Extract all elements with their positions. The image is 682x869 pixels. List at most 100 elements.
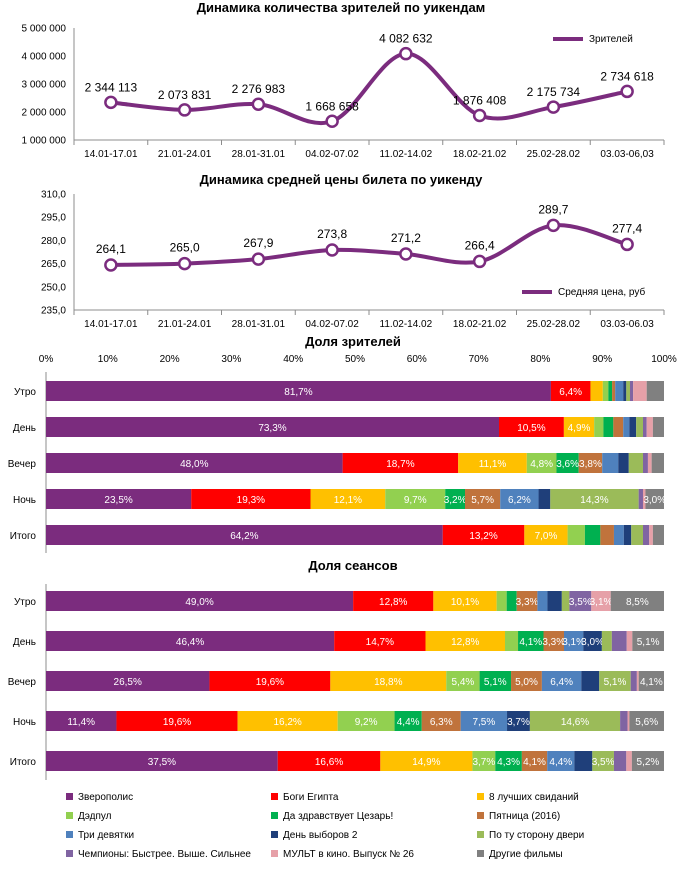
viewers-share-segment-label: 9,7% xyxy=(404,495,427,506)
sessions-share-segment xyxy=(636,671,639,691)
sessions-share-segment xyxy=(521,751,548,771)
sessions-share-segment-label: 4,4% xyxy=(549,757,572,768)
viewers-share-segment-label: 73,3% xyxy=(258,423,286,434)
price-title: Динамика средней цены билета по уикенду xyxy=(200,172,483,187)
price-point xyxy=(620,237,634,252)
sessions-share-segment xyxy=(209,671,331,691)
legend-swatch xyxy=(477,831,484,838)
viewers-share-segment xyxy=(612,381,616,401)
viewers-share-segment-label: 13,2% xyxy=(469,531,497,542)
price-xtick: 21.01-24.01 xyxy=(158,319,212,330)
viewers-share-segment xyxy=(567,525,585,545)
legend-label: Да здравствует Цезарь! xyxy=(283,811,393,822)
viewers-share-segment xyxy=(652,417,664,437)
sessions-share-segment-label: 10,1% xyxy=(451,597,479,608)
viewers-share-segment xyxy=(642,453,648,473)
viewers-share-segment-label: 14,3% xyxy=(580,495,608,506)
sessions-share-segment-label: 6,3% xyxy=(430,717,453,728)
sessions-share-segment xyxy=(626,751,632,771)
sessions-share-segment xyxy=(277,751,381,771)
viewers-share-segment xyxy=(500,489,539,509)
viewers-share-segment-label: 48,0% xyxy=(180,459,208,470)
price-ytick: 295,0 xyxy=(41,213,66,224)
viewers-share-segment-label: 23,5% xyxy=(104,495,132,506)
sessions-share-row-label: Итого xyxy=(10,757,37,768)
viewers-share-xtick: 100% xyxy=(651,354,677,365)
legend-swatch xyxy=(477,793,484,800)
viewers-value-label: 1 668 658 xyxy=(305,99,359,113)
sessions-share-segment-label: 37,5% xyxy=(148,757,176,768)
viewers-share-xtick: 30% xyxy=(221,354,241,365)
legend-label: МУЛЬТ в кино. Выпуск № 26 xyxy=(283,849,414,860)
sessions-share-segment-label: 11,4% xyxy=(67,717,95,728)
viewers-share-xtick: 20% xyxy=(160,354,180,365)
price-xtick: 11.02-14.02 xyxy=(380,319,433,330)
legend-label: Три девятки xyxy=(78,830,134,841)
price-value-label: 273,8 xyxy=(317,227,347,241)
sessions-share-segment-label: 7,5% xyxy=(472,717,495,728)
sessions-share-segment xyxy=(116,711,238,731)
viewers-share-segment-label: 4,8% xyxy=(530,459,553,470)
sessions-share-segment-label: 4,4% xyxy=(397,717,420,728)
viewers-share-segment xyxy=(526,453,557,473)
sessions-share-segment xyxy=(380,751,473,771)
viewers-share-segment-label: 3,6% xyxy=(556,459,579,470)
viewers-ytick: 3 000 000 xyxy=(22,80,67,91)
sessions-share-row-label: Вечер xyxy=(8,677,37,688)
sessions-share-segment-label: 4,3% xyxy=(497,757,520,768)
sessions-share-segment xyxy=(630,671,637,691)
viewers-share-segment xyxy=(638,489,643,509)
viewers-share-segment xyxy=(578,453,603,473)
viewers-share-segment xyxy=(46,489,192,509)
sessions-share-segment xyxy=(583,631,602,651)
viewers-value-label: 2 175 734 xyxy=(527,85,581,99)
viewers-share-segment xyxy=(631,525,643,545)
viewers-share-segment-label: 3,8% xyxy=(579,459,602,470)
viewers-point xyxy=(177,103,192,117)
price-value-label: 265,0 xyxy=(170,241,200,255)
sessions-share-segment-label: 12,8% xyxy=(451,637,479,648)
sessions-share-segment-label: 5,2% xyxy=(637,757,660,768)
viewers-xtick: 03.03-06,03 xyxy=(600,149,654,160)
viewers-share-segment xyxy=(630,381,634,401)
price-series-line xyxy=(110,223,628,267)
sessions-share-segment-label: 14,7% xyxy=(366,637,394,648)
sessions-share-segment xyxy=(599,671,631,691)
legend-swatch xyxy=(271,793,278,800)
viewers-ytick: 2 000 000 xyxy=(22,108,67,119)
price-point xyxy=(325,243,339,257)
sessions-share-segment-label: 5,6% xyxy=(635,717,658,728)
sessions-share-segment xyxy=(541,671,582,691)
sessions-share-segment-label: 4,1% xyxy=(523,757,546,768)
legend-label: Боги Египта xyxy=(283,792,339,803)
sessions-share-segment-label: 5,0% xyxy=(515,677,538,688)
price-xtick: 04.02-07.02 xyxy=(305,319,359,330)
viewers-share-segment xyxy=(46,381,551,401)
sessions-share-segment-label: 3,0% xyxy=(581,637,604,648)
viewers-share-segment xyxy=(603,417,614,437)
viewers-share-segment xyxy=(600,525,614,545)
sessions-share-segment xyxy=(547,591,562,611)
sessions-share-segment xyxy=(504,631,519,651)
legend-label: Дэдпул xyxy=(78,811,112,822)
sessions-share-segment-label: 5,1% xyxy=(484,677,507,688)
viewers-share-xtick: 70% xyxy=(469,354,489,365)
sessions-share-segment-label: 4,1% xyxy=(640,677,663,688)
viewers-share-segment xyxy=(46,417,499,437)
viewers-legend-label: Зрителей xyxy=(589,34,633,45)
price-value-label: 277,4 xyxy=(612,221,642,235)
sessions-share-segment xyxy=(472,751,496,771)
sessions-share-segment-label: 3,7% xyxy=(507,717,530,728)
sessions-share-segment xyxy=(529,711,621,731)
viewers-share-segment-label: 81,7% xyxy=(284,387,312,398)
price-value-label: 289,7 xyxy=(538,202,568,216)
sessions-share-segment xyxy=(601,631,612,651)
sessions-share-segment-label: 49,0% xyxy=(185,597,213,608)
viewers-value-label: 2 344 113 xyxy=(85,80,138,94)
viewers-share-segment-label: 6,2% xyxy=(508,495,531,506)
price-value-label: 271,2 xyxy=(391,231,421,245)
price-xtick: 03.03-06.03 xyxy=(600,319,654,330)
viewers-share-row-label: День xyxy=(13,423,36,434)
sessions-share-segment xyxy=(610,591,664,611)
